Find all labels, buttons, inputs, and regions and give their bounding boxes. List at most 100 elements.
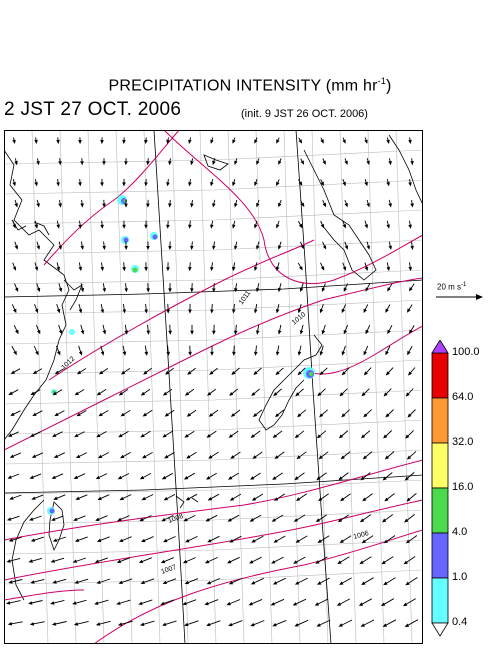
wind-vector-head bbox=[74, 433, 79, 438]
wind-vector-head bbox=[320, 266, 325, 271]
lat-lon-grid bbox=[4, 130, 423, 644]
wind-vector-head bbox=[278, 245, 282, 250]
wind-vector-head bbox=[232, 181, 236, 187]
wind-vector-head bbox=[275, 266, 280, 271]
wind-vector-head bbox=[366, 245, 370, 250]
wind-vector-head bbox=[232, 266, 236, 272]
wind-vector-head bbox=[58, 203, 62, 208]
wind-vector-head bbox=[228, 434, 233, 438]
wind-vector-head bbox=[319, 351, 324, 356]
wind-vector-head bbox=[232, 139, 236, 144]
wind-vector-head bbox=[299, 287, 304, 293]
wind-vector-head bbox=[358, 602, 364, 606]
wind-vector-head bbox=[54, 412, 59, 417]
wind-vector-head bbox=[188, 139, 192, 144]
wind-vector-head bbox=[364, 139, 368, 144]
wind-vector-head bbox=[321, 330, 326, 335]
wind-vector-head bbox=[300, 160, 305, 165]
wind-vector-head bbox=[272, 476, 277, 480]
wind-vector-head bbox=[408, 224, 412, 229]
wind-vector-head bbox=[315, 560, 320, 564]
wind-vector-head bbox=[234, 288, 238, 293]
wind-vector-head bbox=[96, 433, 101, 438]
wind-vector-head bbox=[254, 266, 258, 271]
wind-vector-head bbox=[146, 330, 150, 335]
wind-vector-head bbox=[322, 245, 327, 250]
wind-vector-head bbox=[34, 308, 39, 314]
wind-vector-head bbox=[226, 601, 231, 606]
wind-vector-head bbox=[206, 622, 211, 627]
wind-vector-head bbox=[359, 518, 365, 523]
wind-vector-head bbox=[229, 497, 235, 501]
wind-vector-head bbox=[76, 370, 82, 375]
wind-vector-head bbox=[273, 539, 278, 543]
wind-vector-head bbox=[385, 413, 390, 418]
wind-vector-head bbox=[341, 308, 346, 314]
wind-vector-head bbox=[142, 412, 147, 417]
wind-vector-head bbox=[317, 581, 322, 585]
wind-vector-head bbox=[138, 559, 144, 563]
wind-vector-head bbox=[188, 309, 192, 314]
wind-vector-head bbox=[161, 475, 167, 480]
wind-vector-head bbox=[31, 496, 36, 500]
wind-vector-head bbox=[12, 266, 17, 271]
wind-vector-head bbox=[188, 267, 192, 272]
wind-vector-head bbox=[52, 580, 57, 584]
wind-vector-head bbox=[208, 413, 214, 417]
wind-vector-head bbox=[385, 371, 390, 376]
wind-vector-head bbox=[144, 182, 148, 187]
wind-vector-head bbox=[139, 517, 144, 522]
wind-vector-head bbox=[386, 182, 390, 187]
wind-vector-head bbox=[9, 496, 14, 500]
wind-vector-head bbox=[116, 601, 121, 605]
wind-vector-head bbox=[298, 181, 303, 186]
wind-vector-head bbox=[183, 476, 189, 480]
wind-vector-head bbox=[182, 559, 188, 564]
wind-vector-head bbox=[229, 539, 234, 543]
wind-vector-head bbox=[58, 330, 63, 335]
wind-vector-head bbox=[184, 434, 189, 438]
wind-vector-head bbox=[15, 329, 19, 335]
wind-vector-head bbox=[207, 497, 213, 501]
wind-vector-head bbox=[78, 182, 82, 187]
wind-vector-head bbox=[300, 245, 305, 250]
wind-vector-head bbox=[297, 351, 302, 356]
wind-vector-head bbox=[338, 434, 344, 439]
wind-vector-head bbox=[276, 139, 280, 144]
wind-vector-head bbox=[73, 517, 78, 521]
wind-vector-head bbox=[342, 139, 346, 144]
wind-vector-head bbox=[408, 139, 412, 144]
wind-vector-head bbox=[146, 246, 150, 250]
isobar-label: 1006 bbox=[353, 530, 370, 541]
wind-vector-head bbox=[276, 224, 280, 229]
wind-vector-head bbox=[163, 538, 168, 543]
wind-vector-head bbox=[406, 455, 412, 460]
wind-vector-head bbox=[318, 497, 323, 502]
wind-vector-head bbox=[230, 413, 236, 417]
wind-vector-head bbox=[96, 538, 102, 542]
wind-vector-head bbox=[383, 392, 388, 397]
wind-vector-head bbox=[96, 391, 101, 396]
wind-vector-head bbox=[13, 350, 17, 356]
wind-vector-head bbox=[405, 539, 411, 544]
wind-vector-head bbox=[364, 224, 368, 229]
wind-vector-head bbox=[168, 161, 172, 166]
wind-vector-head bbox=[342, 181, 346, 187]
wind-vector-head bbox=[74, 538, 80, 542]
wind-vector-head bbox=[254, 309, 258, 314]
wind-vector-head bbox=[97, 454, 103, 459]
wind-vector-head bbox=[210, 267, 214, 272]
wind-vector-head bbox=[388, 160, 392, 166]
wind-vector-head bbox=[58, 245, 62, 250]
wind-vector-head bbox=[12, 139, 16, 144]
wind-vector-head bbox=[190, 288, 194, 293]
wind-vector-head bbox=[14, 160, 18, 166]
wind-vector-head bbox=[363, 351, 367, 356]
wind-vector-head bbox=[100, 309, 105, 314]
wind-vector-head bbox=[362, 497, 367, 502]
wind-vector-head bbox=[404, 623, 410, 627]
wind-vector-head bbox=[52, 538, 58, 542]
wind-vector-head bbox=[386, 266, 390, 272]
precip-colorbar bbox=[431, 340, 449, 637]
wind-vector-head bbox=[124, 330, 129, 335]
